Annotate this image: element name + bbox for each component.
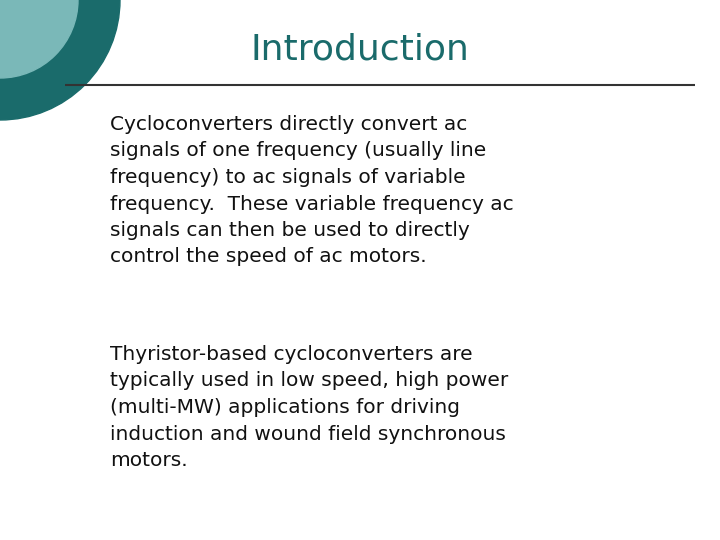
Circle shape <box>0 0 78 78</box>
Text: Introduction: Introduction <box>251 33 469 67</box>
Text: Cycloconverters directly convert ac
signals of one frequency (usually line
frequ: Cycloconverters directly convert ac sign… <box>110 115 513 267</box>
Circle shape <box>0 0 120 120</box>
Text: Thyristor-based cycloconverters are
typically used in low speed, high power
(mul: Thyristor-based cycloconverters are typi… <box>110 345 508 470</box>
